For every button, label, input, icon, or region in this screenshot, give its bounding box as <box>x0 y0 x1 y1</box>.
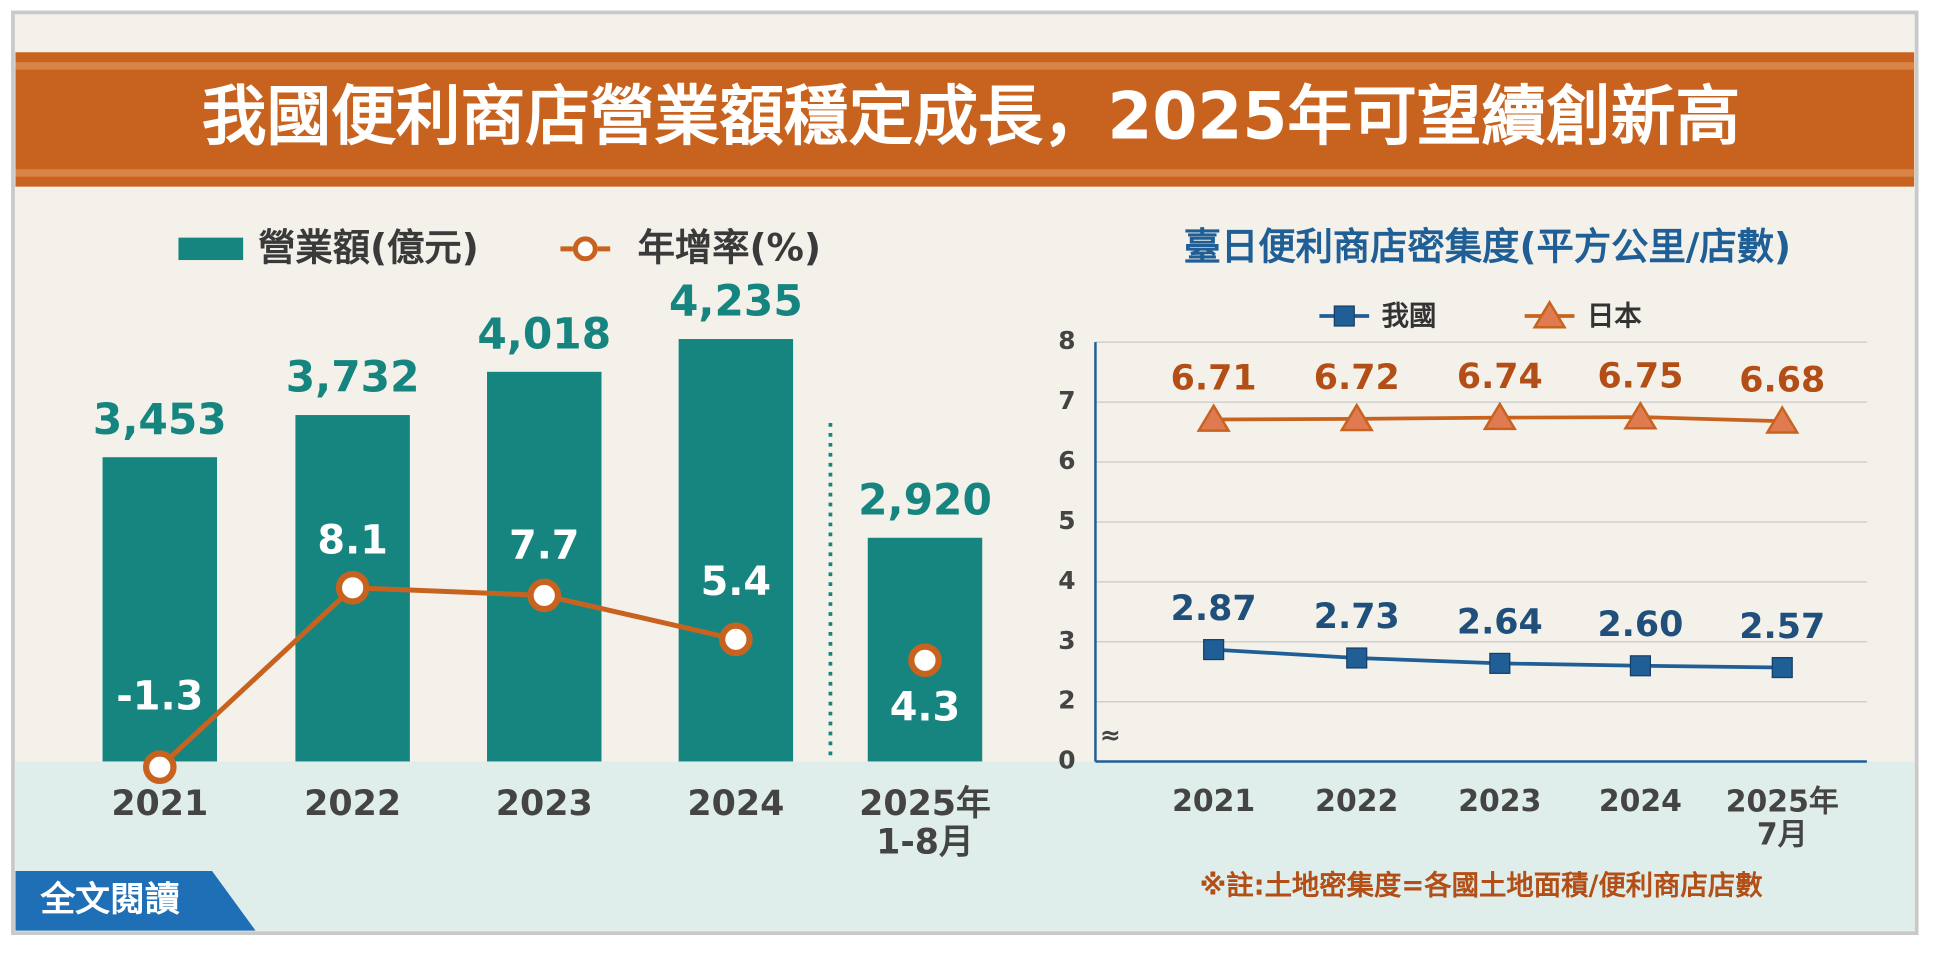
value-label: 2.60 <box>1597 605 1683 645</box>
growth-value-label: 7.7 <box>509 523 580 569</box>
marker <box>1489 652 1511 674</box>
growth-value-label: 8.1 <box>317 517 388 563</box>
y-tick-label: 7 <box>1058 386 1075 415</box>
y-tick-label: 3 <box>1058 626 1075 655</box>
growth-marker <box>908 643 942 678</box>
x-tick-label: 2021 <box>1172 784 1255 819</box>
value-label: 6.72 <box>1314 358 1400 398</box>
legend-label: 年增率(%) <box>638 226 821 270</box>
bar <box>487 371 602 762</box>
x-tick-label: 2021 <box>111 784 208 824</box>
y-tick-label: 0 <box>1058 745 1075 774</box>
title-bar <box>15 52 1915 187</box>
button-label[interactable]: 全文閱讀 <box>39 879 179 920</box>
value-label: 6.68 <box>1739 360 1825 400</box>
marker <box>1771 657 1793 679</box>
chart-title: 臺日便利商店密集度(平方公里/店數) <box>1184 224 1791 268</box>
legend-marker <box>572 236 598 262</box>
legend-label: 我國 <box>1382 301 1437 332</box>
y-tick-label: 4 <box>1058 566 1075 595</box>
marker <box>1196 403 1231 432</box>
bar-value-label: 4,018 <box>477 309 611 358</box>
bar-value-label: 2,920 <box>858 475 992 524</box>
page-title: 我國便利商店營業額穩定成長，2025年可望續創新高 <box>202 79 1740 154</box>
bar-value-label: 3,732 <box>286 353 420 402</box>
bar <box>102 457 218 762</box>
legend-marker <box>1333 305 1355 327</box>
marker <box>1339 402 1374 432</box>
button-shape[interactable] <box>15 870 256 931</box>
axis-break: ≈ <box>1100 721 1121 750</box>
x-tick-label: 2023 <box>496 784 593 824</box>
legend-label: 日本 <box>1587 301 1642 332</box>
value-label: 2.73 <box>1314 597 1400 637</box>
marker <box>1482 401 1517 431</box>
marker <box>1203 639 1225 661</box>
value-label: 6.71 <box>1171 359 1257 399</box>
y-tick-label: 8 <box>1058 326 1075 355</box>
marker <box>1765 405 1800 434</box>
growth-marker <box>527 578 562 613</box>
read-full-button[interactable]: 全文閱讀 <box>15 870 256 931</box>
growth-marker <box>719 622 753 657</box>
growth-value-label: 4.3 <box>890 685 961 731</box>
legend-label: 營業額(億元) <box>258 226 479 270</box>
footnote: ※註:土地密集度=各國土地面積/便利商店店數 <box>1200 870 1764 902</box>
value-label: 6.75 <box>1597 356 1683 396</box>
legend-marker <box>1532 299 1567 329</box>
title-stripe <box>15 169 1915 177</box>
title-stripe <box>15 62 1915 70</box>
marker <box>1623 400 1658 430</box>
growth-value-label: 5.4 <box>701 559 771 605</box>
x-tick-label: 2025年 1-8月 <box>859 784 991 862</box>
marker <box>1629 655 1651 677</box>
x-tick-label: 2023 <box>1458 784 1541 819</box>
value-label: 2.57 <box>1739 607 1825 647</box>
y-tick-label: 5 <box>1058 506 1075 535</box>
value-label: 6.74 <box>1457 357 1543 397</box>
x-tick-label: 2022 <box>304 784 401 824</box>
value-label: 2.64 <box>1457 603 1543 643</box>
x-tick-label: 2024 <box>1599 784 1682 819</box>
floor <box>15 761 1915 931</box>
y-tick-label: 6 <box>1058 446 1075 475</box>
bar <box>678 339 794 762</box>
growth-marker <box>142 750 177 784</box>
x-tick-label: 2025年 7月 <box>1726 784 1839 852</box>
x-tick-label: 2024 <box>687 784 784 824</box>
bar-value-label: 3,453 <box>93 395 227 444</box>
x-tick-label: 2022 <box>1315 784 1398 819</box>
bar-value-label: 4,235 <box>669 277 803 326</box>
value-label: 2.87 <box>1171 589 1257 629</box>
growth-line <box>158 585 737 770</box>
legend-swatch <box>178 237 244 261</box>
growth-marker <box>335 570 370 605</box>
y-tick-label: 2 <box>1058 686 1075 715</box>
growth-value-label: -1.3 <box>116 673 203 719</box>
marker <box>1346 647 1368 669</box>
